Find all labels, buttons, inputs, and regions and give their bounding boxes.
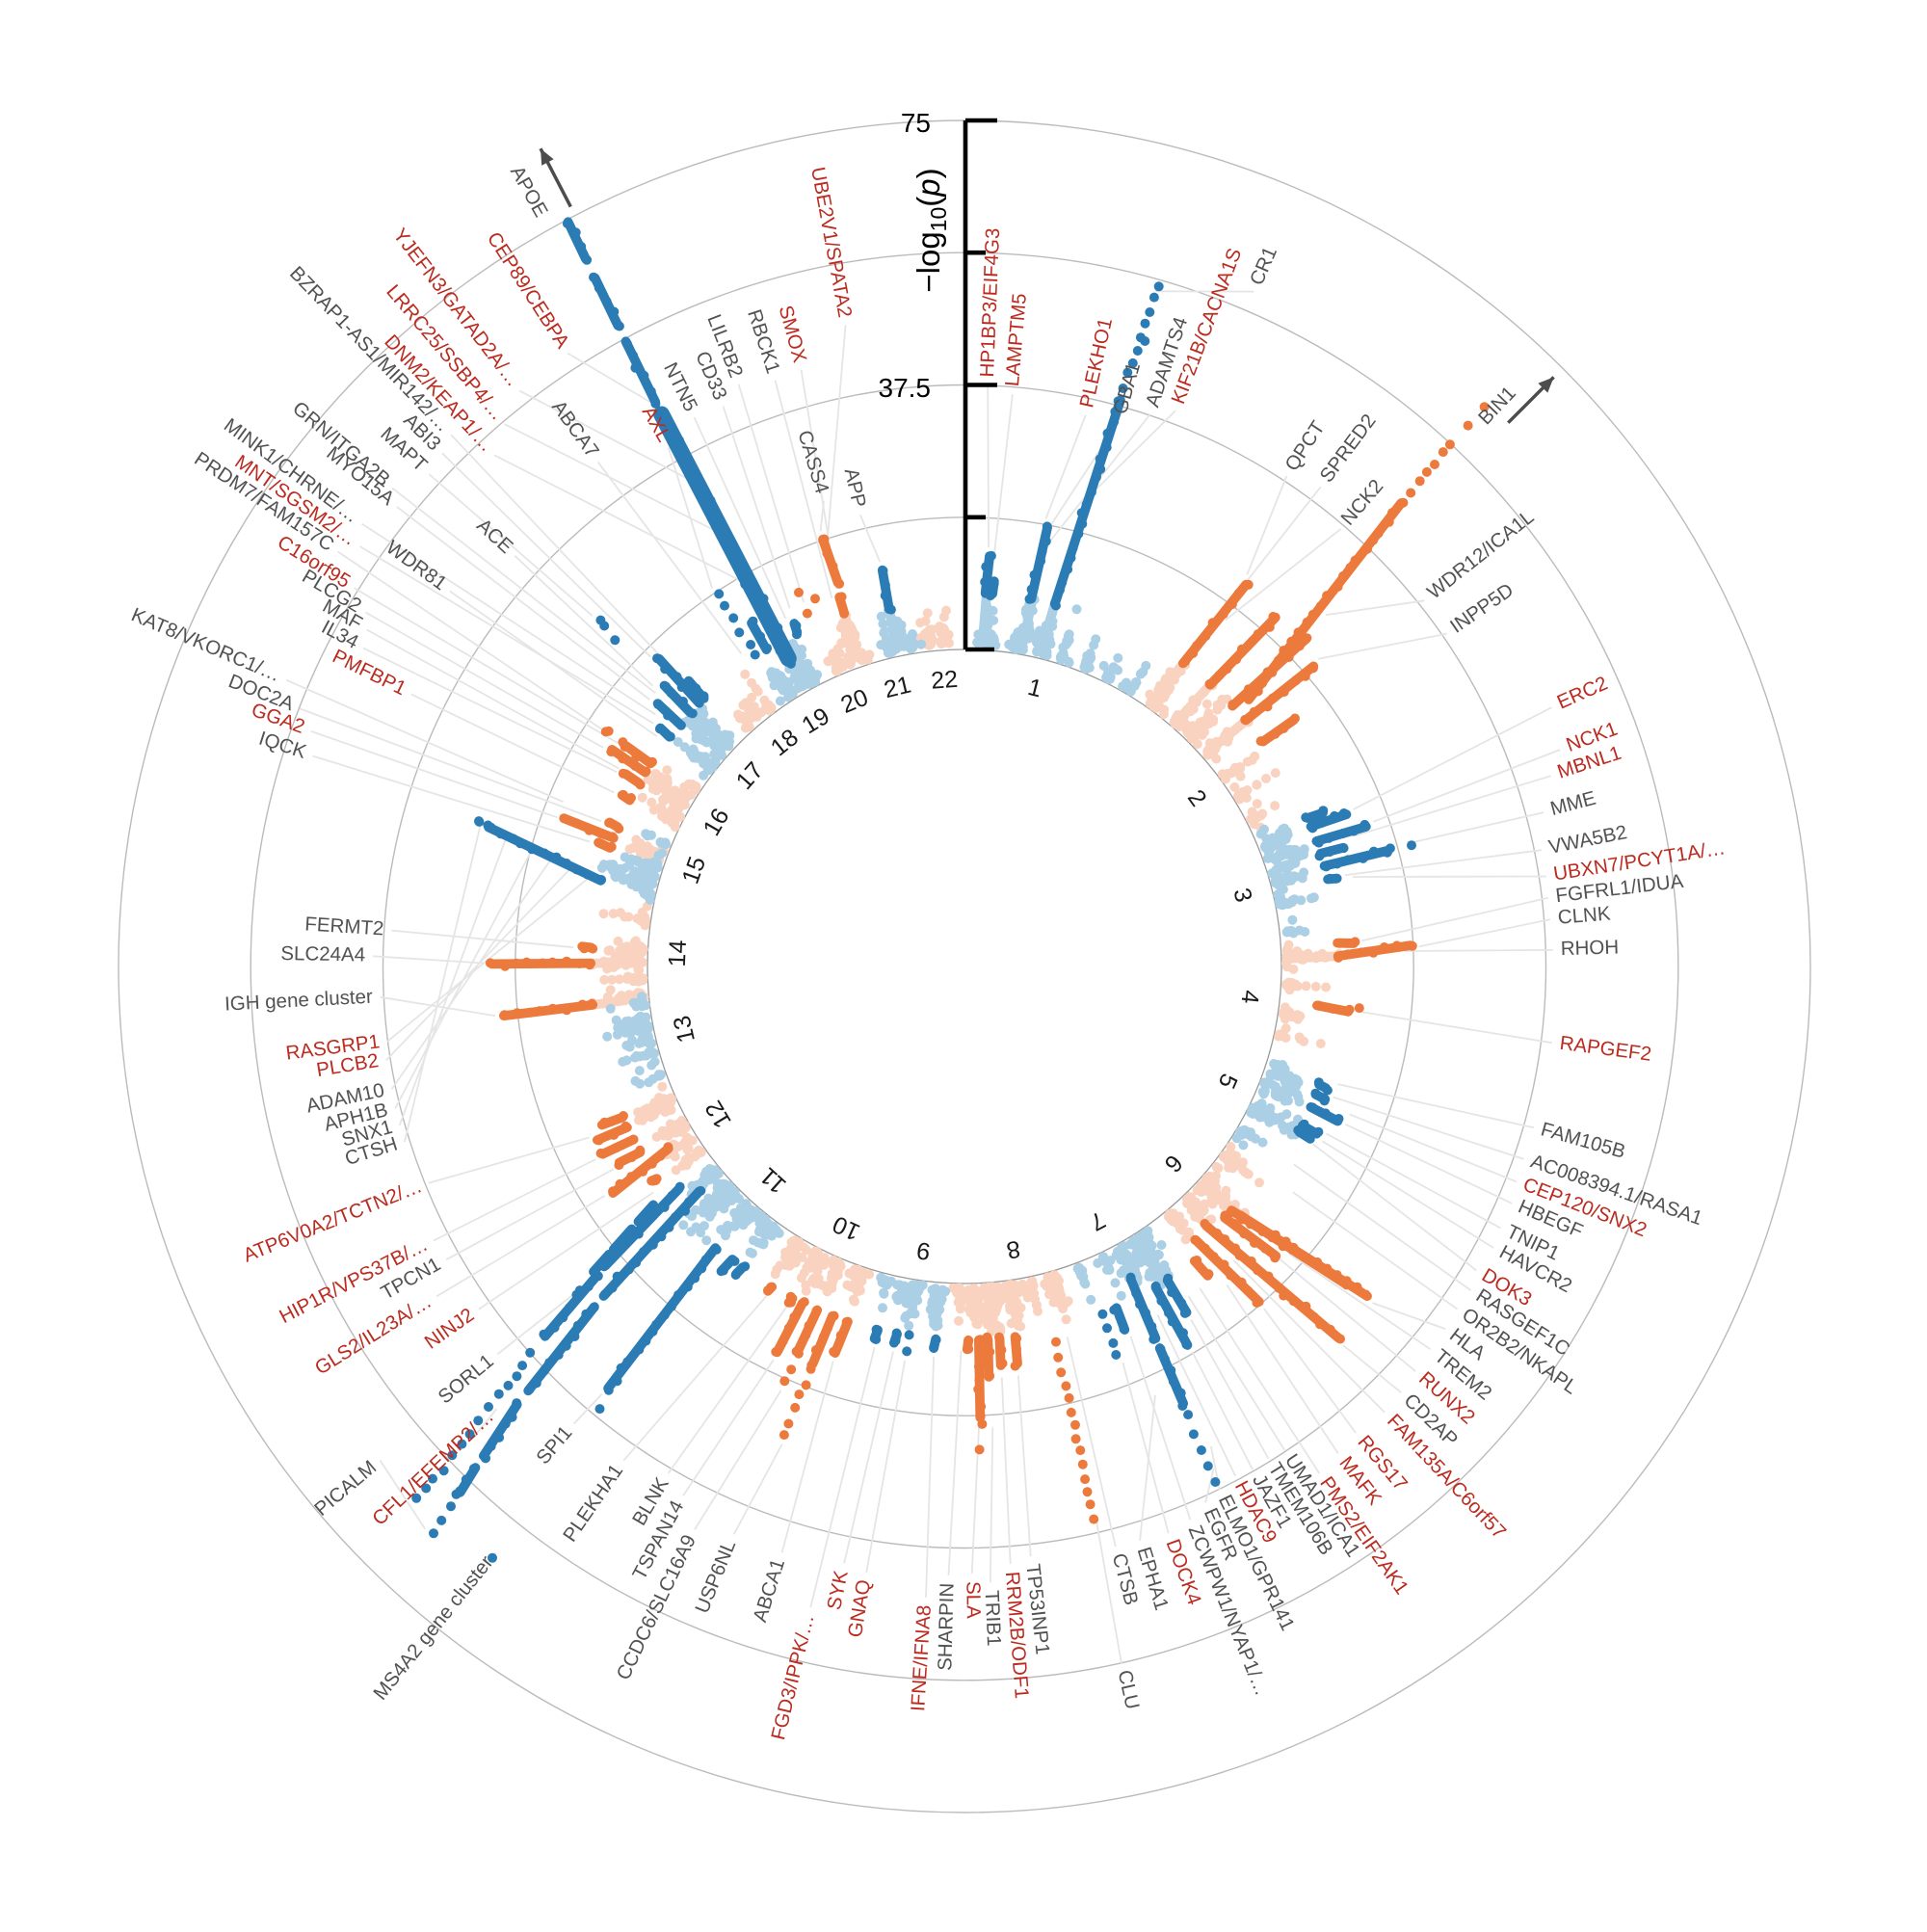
svg-text:75: 75 — [901, 108, 931, 138]
svg-text:CLNK: CLNK — [1557, 902, 1612, 928]
svg-text:SHARPIN: SHARPIN — [934, 1582, 958, 1671]
svg-text:SLC24A4: SLC24A4 — [280, 942, 365, 966]
svg-text:22: 22 — [930, 666, 959, 695]
svg-text:RHOH: RHOH — [1560, 936, 1619, 960]
svg-text:37.5: 37.5 — [879, 373, 932, 403]
svg-text:SLA: SLA — [962, 1581, 984, 1619]
svg-text:14: 14 — [664, 940, 692, 967]
